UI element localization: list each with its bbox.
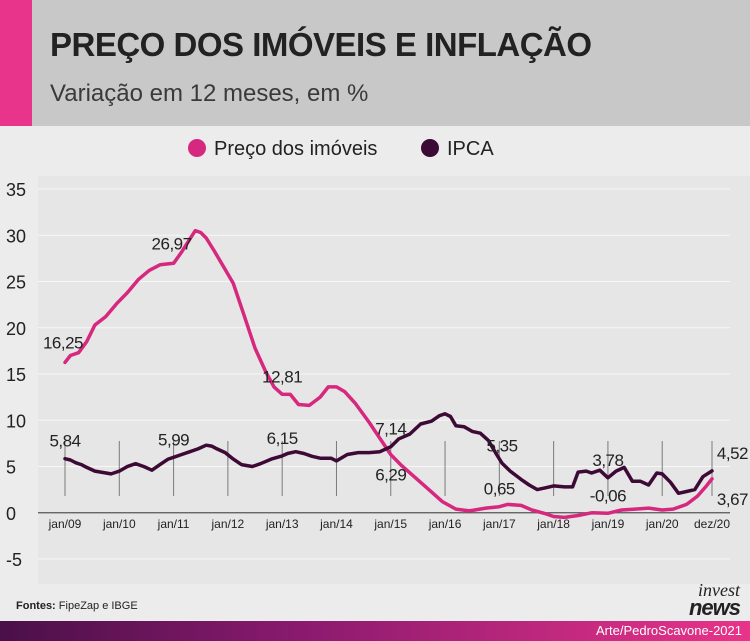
x-tick-label: jan/20 (645, 517, 679, 531)
y-tick-label: 25 (6, 273, 26, 293)
x-tick-label: jan/10 (102, 517, 136, 531)
header: PREÇO DOS IMÓVEIS E INFLAÇÃO Variação em… (0, 0, 750, 126)
sources-note: Fontes: FipeZap e IBGE (16, 600, 138, 612)
x-tick-label: jan/09 (48, 517, 82, 531)
ipca-line (63, 412, 714, 496)
y-tick-label: 30 (6, 226, 26, 246)
x-tick-label: jan/17 (482, 517, 516, 531)
x-tick-label: jan/13 (265, 517, 299, 531)
x-tick-label: dez/20 (694, 517, 730, 531)
x-axis: jan/09 jan/10 jan/11 jan/12 jan/13 jan/14 jan/… (48, 441, 730, 531)
accent-bar (0, 0, 32, 126)
x-tick-label: jan/15 (373, 517, 407, 531)
line-chart: Preço dos imóveis IPCA -5 0 5 10 15 20 25 30 35 j… (6, 138, 750, 584)
data-label: 5,35 (487, 436, 518, 455)
y-tick-label: 10 (6, 411, 26, 431)
logo-top: invest (698, 580, 740, 600)
data-label: 26,97 (152, 234, 192, 253)
data-label: 16,25 (43, 333, 83, 352)
imoveis-line (63, 228, 714, 520)
x-tick-label: jan/16 (428, 517, 462, 531)
y-tick-label: 5 (6, 458, 16, 478)
chart-title: PREÇO DOS IMÓVEIS E INFLAÇÃO (50, 26, 592, 63)
data-label: -0,06 (590, 486, 626, 505)
data-label: 5,99 (158, 430, 189, 449)
data-label: 5,84 (49, 432, 80, 451)
y-tick-label: 35 (6, 180, 26, 200)
data-label: 3,78 (592, 451, 623, 470)
y-tick-label: 20 (6, 319, 26, 339)
x-tick-label: jan/12 (211, 517, 245, 531)
legend-marker-imoveis (188, 139, 206, 157)
x-tick-label: jan/11 (157, 517, 190, 531)
x-tick-label: jan/19 (591, 517, 625, 531)
credit-text: Arte/PedroScavone-2021 (596, 623, 742, 638)
series-lines (63, 228, 714, 520)
data-label: 7,14 (375, 420, 406, 439)
data-label: 4,52 (717, 444, 748, 463)
x-tick-label: jan/18 (536, 517, 570, 531)
investnews-logo: invest news (688, 580, 741, 621)
y-tick-label: 0 (6, 504, 16, 524)
data-label: 6,15 (267, 429, 298, 448)
legend-label-imoveis: Preço dos imóveis (214, 138, 377, 160)
x-tick-label: jan/14 (319, 517, 353, 531)
data-labels: 16,25 26,97 12,81 6,29 0,65 -0,06 3,67 5,84 5,99… (43, 234, 749, 509)
legend-label-ipca: IPCA (447, 138, 494, 160)
data-label: 0,65 (484, 480, 515, 499)
data-label: 12,81 (262, 367, 302, 386)
chart-subtitle: Variação em 12 meses, em % (50, 80, 369, 107)
sources-text: FipeZap e IBGE (55, 600, 138, 612)
legend-marker-ipca (421, 139, 439, 157)
y-tick-label: -5 (6, 550, 22, 570)
data-label: 3,67 (717, 490, 748, 509)
footer-bar: Arte/PedroScavone-2021 (0, 621, 750, 641)
data-label: 6,29 (375, 466, 406, 485)
plot-background (38, 176, 750, 584)
logo-bottom: news (688, 595, 741, 621)
legend: Preço dos imóveis IPCA (188, 138, 494, 160)
sources-label: Fontes: (16, 600, 56, 612)
y-tick-label: 15 (6, 365, 26, 385)
y-axis: -5 0 5 10 15 20 25 30 35 (6, 180, 26, 570)
grid (38, 176, 750, 584)
